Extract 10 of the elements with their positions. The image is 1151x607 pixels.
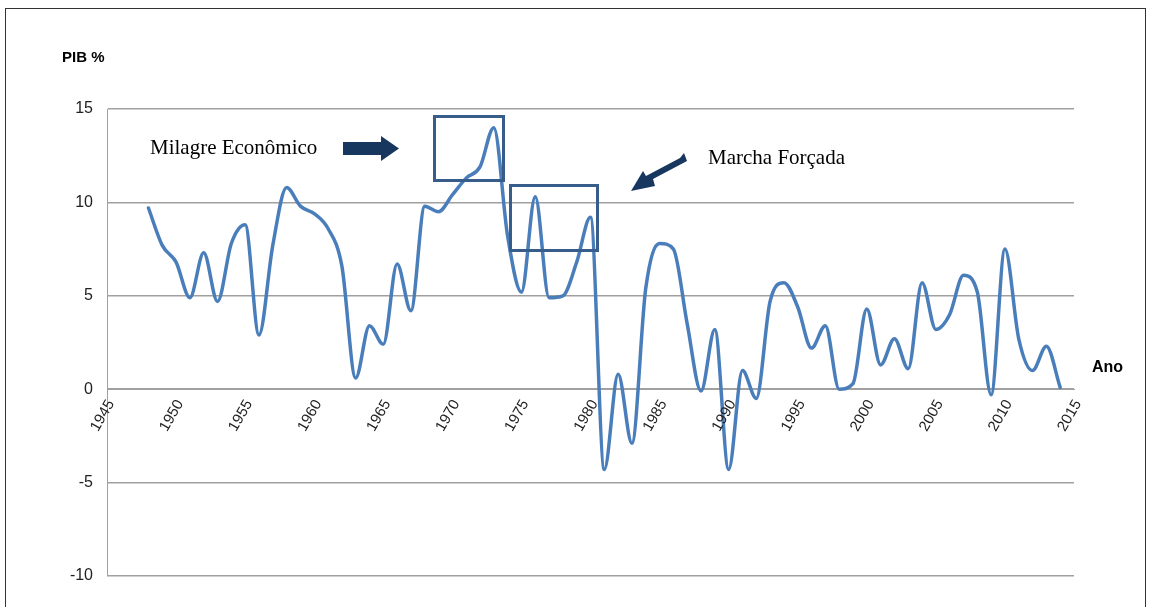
y-tick-label: -5 — [78, 473, 94, 491]
y-tick-label: 0 — [84, 379, 94, 397]
y-tick-label: 15 — [75, 99, 94, 117]
annotation: Marcha Forçada — [708, 145, 846, 170]
x-axis-title: Ano — [1092, 358, 1124, 376]
y-axis-title: PIB % — [62, 48, 105, 65]
y-tick-label: 10 — [75, 192, 94, 210]
y-tick-label: 5 — [84, 286, 94, 304]
y-tick-label: -10 — [69, 566, 94, 584]
annotation: Milagre Econômico — [150, 135, 318, 160]
